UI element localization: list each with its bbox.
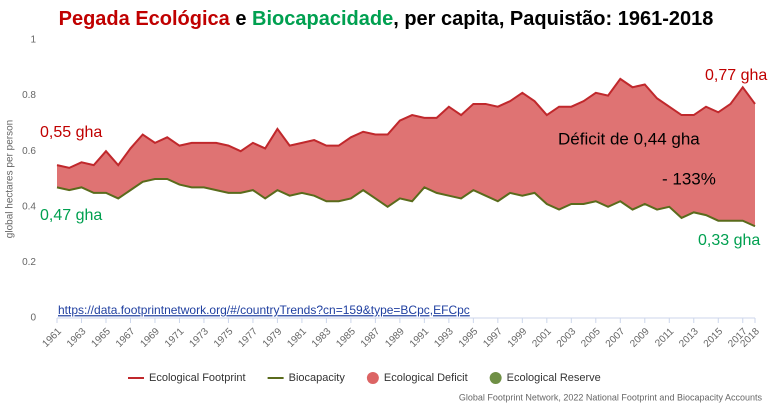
x-tick-label: 1971 <box>163 326 187 350</box>
x-tick-label: 1977 <box>236 326 260 350</box>
x-tick-label: 2001 <box>530 326 554 350</box>
x-tick-label: 1973 <box>187 326 211 350</box>
x-tick-label: 1991 <box>408 326 432 350</box>
title-part: Pegada Ecológica <box>59 8 231 30</box>
x-tick-label: 1995 <box>457 326 481 350</box>
y-axis-label: global hectares per person <box>5 120 16 238</box>
source: Global Footprint Network, 2022 National … <box>459 392 763 402</box>
series-line <box>56 178 756 228</box>
x-tick-label: 1961 <box>40 326 64 350</box>
legend-label: Ecological Deficit <box>384 372 468 384</box>
x-tick-label: 1999 <box>506 326 530 350</box>
x-tick-label: 2007 <box>604 326 628 350</box>
x-tick-label: 2009 <box>628 326 652 350</box>
annotation: 0,47 gha <box>40 207 102 224</box>
title-part: Biocapacidade <box>252 8 393 30</box>
y-tick-label: 0.2 <box>22 257 36 268</box>
x-tick-label: 2005 <box>579 326 603 350</box>
annotation: - 133% <box>662 169 716 188</box>
annotation: Déficit de 0,44 gha <box>558 129 700 148</box>
x-tick-label: 1987 <box>359 326 383 350</box>
annotation: 0,77 gha <box>705 67 767 84</box>
title-part: , per capita, Paquistão: 1961-2018 <box>393 8 713 30</box>
x-tick-label: 1969 <box>138 326 162 350</box>
x-tick-label: 1975 <box>212 326 236 350</box>
annotation: https://data.footprintnetwork.org/#/coun… <box>58 303 470 317</box>
legend-label: Biocapacity <box>289 372 346 384</box>
x-tick-label: 1989 <box>383 326 407 350</box>
deficit-area <box>57 78 755 227</box>
legend-label: Ecological Footprint <box>149 372 246 384</box>
x-tick-label: 2011 <box>653 326 676 349</box>
annotation: 0,33 gha <box>698 232 760 249</box>
x-tick-label: 2015 <box>702 326 726 350</box>
series-line <box>56 77 756 169</box>
legend-symbol <box>489 372 502 384</box>
legend-label: Ecological Reserve <box>507 372 601 384</box>
x-tick-label: 1993 <box>432 326 456 350</box>
x-tick-label: 1963 <box>65 326 89 350</box>
x-tick-label: 1981 <box>285 326 309 350</box>
y-tick-label: 0 <box>30 313 36 324</box>
x-tick-label: 2003 <box>555 326 579 350</box>
y-tick-label: 1 <box>30 35 36 46</box>
title-part: e <box>230 8 252 30</box>
legend-symbol <box>366 372 379 384</box>
y-tick-label: 0.8 <box>22 90 36 101</box>
chart-title: Pegada Ecológica e Biocapacidade, per ca… <box>59 8 714 30</box>
x-tick-label: 2013 <box>677 326 701 350</box>
x-tick-label: 1985 <box>334 326 358 350</box>
y-tick-label: 0.4 <box>22 201 36 212</box>
annotation: 0,55 gha <box>40 124 102 141</box>
y-tick-label: 0.6 <box>22 146 36 157</box>
x-tick-label: 1997 <box>481 326 505 350</box>
x-tick-label: 1967 <box>114 326 138 350</box>
x-tick-label: 1979 <box>261 326 285 350</box>
x-tick-label: 1983 <box>310 326 334 350</box>
x-tick-label: 1965 <box>89 326 113 350</box>
